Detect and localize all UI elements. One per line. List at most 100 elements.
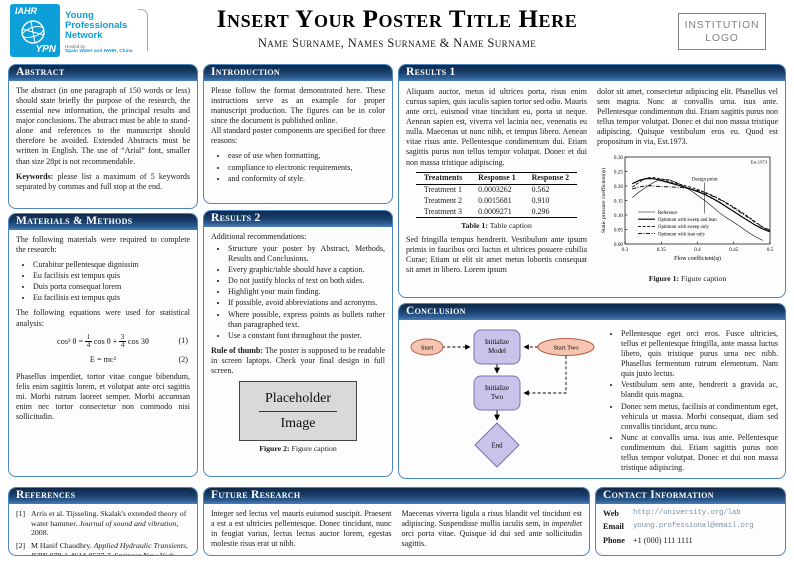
poster-title: Insert Your Poster Title Here (216, 6, 578, 33)
conclusion-section: Conclusion Start Start Two (398, 303, 786, 479)
conclusion-bullet-list: Pellentesque eget orci eros. Fusce ultri… (604, 329, 778, 474)
materials-bullet-list: Curabitur pellentesque dignissim Eu faci… (16, 260, 190, 303)
contact-email-row: Email young.professional@email.org (603, 522, 778, 532)
svg-text:0.00: 0.00 (613, 242, 622, 248)
table-header-cell: Response 1 (478, 173, 516, 183)
svg-text:Est.1973: Est.1973 (750, 160, 767, 165)
introduction-bullet-list: ease of use when formatting, compliance … (211, 151, 385, 183)
reference-text: Arris et al. Tijsseling. Skalak's extend… (31, 509, 190, 538)
results2-bullet: Every graphic/table should have a captio… (228, 265, 385, 275)
equation-2-number: (2) (178, 355, 188, 365)
placeholder-divider (259, 410, 337, 412)
flow-box1-label-line2: Model (488, 348, 506, 355)
svg-text:0.30: 0.30 (613, 155, 622, 161)
reference-text-italic: Journal of sound and vibration (79, 518, 177, 528)
reference-text-pre: Arris et al. Tijsseling. Skalak's extend… (31, 509, 187, 528)
flow-start-label: Start (421, 344, 433, 351)
reference-text-italic: Applied Hydraulic Transients, ISBN 978-1… (31, 541, 188, 556)
materials-bullet: Curabitur pellentesque dignissim (33, 260, 190, 270)
svg-text:0.3: 0.3 (621, 247, 628, 253)
keywords-label: Keywords: (16, 171, 54, 181)
equation-1-number: (1) (178, 336, 188, 346)
results1-section: Results 1 Aliquam auctor, metus id ultri… (398, 64, 786, 298)
future-research-title: Future Research (211, 489, 301, 501)
table-cell: Treatment 2 (423, 196, 462, 206)
abstract-keywords: Keywords: please list a maximum of 5 key… (16, 172, 190, 192)
figure1-caption: Figure 1: Figure caption (597, 274, 778, 284)
institution-logo-line: LOGO (705, 31, 739, 44)
contact-web-row: Web http://university.org/lab (603, 509, 778, 519)
contact-phone-label: Phone (603, 535, 625, 545)
contact-phone-row: Phone +1 (000) 111 1111 (603, 536, 778, 546)
placeholder-image-line: Image (280, 415, 316, 431)
table-cell: 0.0015681 (478, 196, 512, 206)
svg-text:Design point: Design point (691, 178, 717, 183)
results2-bullet-list: Structure your poster by Abstract, Metho… (211, 244, 385, 341)
references-header: References (9, 488, 197, 504)
flow-start-node (410, 338, 444, 356)
logo-org-line: Professionals (65, 19, 128, 31)
table-header-cell: Response 2 (531, 173, 570, 183)
flow-box2-label-line2: Two (491, 394, 504, 401)
conclusion-header: Conclusion (399, 304, 785, 320)
keywords-text: please list a maximum of 5 keywords sepa… (16, 171, 190, 191)
table-row: Treatment 1 0.0003262 0.562 (416, 184, 577, 195)
flow-end-label: End (492, 443, 504, 450)
introduction-header: Introduction (204, 65, 392, 81)
results2-section: Results 2 Additional recommendations: St… (203, 210, 393, 477)
flow-initialize-model-node (473, 329, 521, 365)
results1-text-2: Sed fringilla tempus hendrerit. Vestibul… (406, 235, 587, 275)
future-research-header: Future Research (204, 488, 589, 504)
introduction-text-2: All standard poster components are speci… (211, 126, 385, 146)
svg-text:0.05: 0.05 (613, 228, 622, 234)
flow-starttwo-node (537, 338, 595, 356)
flow-box2-label-line1: Initialize (485, 385, 509, 392)
contact-title: Contact Information (603, 489, 714, 501)
rule-of-thumb-label: Rule of thumb: (211, 345, 264, 355)
title-block: Insert Your Poster Title Here Name Surna… (165, 6, 629, 51)
conclusion-title: Conclusion (406, 305, 466, 317)
results2-title: Results 2 (211, 212, 261, 224)
materials-bullet: Eu facilisis est tempus quis (33, 293, 190, 303)
contact-web-label: Web (603, 509, 619, 518)
results1-col1: Aliquam auctor, metus id ultrices porta,… (406, 87, 587, 288)
abstract-section-header: Abstract (9, 65, 197, 81)
results2-bullet: Structure your poster by Abstract, Metho… (228, 244, 385, 264)
contact-header: Contact Information (596, 488, 785, 504)
table1-caption-label: Table 1: (461, 221, 488, 231)
table-cell: 0.562 (531, 185, 550, 195)
globe-icon (21, 20, 45, 44)
ypn-label: YPN (35, 44, 56, 55)
abstract-section: Abstract The abstract (in one paragraph … (8, 64, 198, 209)
future-research-col2-post: orci porta vitae. Quisque id dui sed ant… (401, 529, 583, 549)
equation-1-frac2-num: 3 (119, 332, 126, 342)
institution-logo-box: INSTITUTION LOGO (678, 13, 766, 50)
equations-intro: The following equations were used for st… (16, 308, 190, 328)
svg-text:0.35: 0.35 (656, 247, 665, 253)
results2-intro: Additional recommendations: (211, 232, 307, 241)
svg-text:0.15: 0.15 (613, 199, 622, 205)
reference-number: [2] (16, 541, 26, 551)
materials-bullet: Eu facilisis est tempus quis (33, 271, 190, 281)
logo-frame-bracket (137, 9, 148, 51)
reference-number: [1] (16, 509, 26, 518)
table-row: Treatment 2 0.0015681 0.910 (416, 196, 577, 207)
conclusion-bullet: Vestibulum sem ante, hendrerit a gravida… (621, 380, 778, 400)
abstract-text: The abstract (in one paragraph of 150 wo… (16, 86, 190, 166)
contact-email-address[interactable]: young.professional@email.org (633, 522, 754, 531)
svg-text:0.20: 0.20 (613, 184, 622, 190)
conclusion-flowchart: Start Start Two Initialize Model Initial… (410, 329, 595, 468)
future-research-col2: Maecenas viverra ligula a risus blandit … (402, 509, 583, 549)
svg-text:Optimum with lean only: Optimum with lean only (658, 233, 706, 238)
svg-text:Static pressure coefficient(ψ): Static pressure coefficient(ψ) (600, 168, 607, 233)
conclusion-bullet: Donec sem metus, facilisis at condimentu… (621, 402, 778, 432)
iahr-logo-square: IAHR YPN (10, 4, 60, 57)
future-research-section: Future Research Integer sed lectus vel m… (203, 487, 590, 556)
abstract-title: Abstract (16, 66, 65, 78)
results2-rule-of-thumb: Rule of thumb: The poster is supposed to… (211, 346, 385, 376)
future-research-col1: Integer sed lectus vel mauris euismod su… (211, 509, 392, 549)
logo-org-line: Young (65, 10, 94, 21)
reference-item: [1] Arris et al. Tijsseling. Skalak's ex… (16, 509, 190, 538)
contact-web-url[interactable]: http://university.org/lab (633, 509, 741, 517)
